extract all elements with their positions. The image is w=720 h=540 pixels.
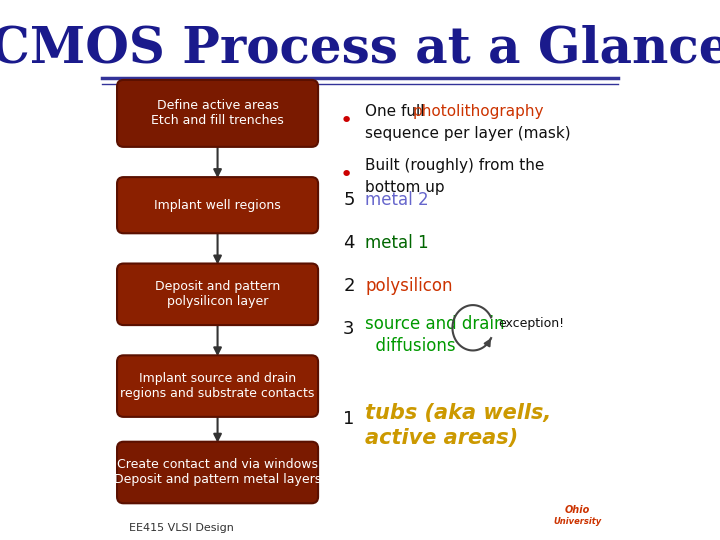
Text: sequence per layer (mask): sequence per layer (mask) [365,126,571,141]
Text: Implant source and drain
regions and substrate contacts: Implant source and drain regions and sub… [120,372,315,400]
FancyBboxPatch shape [117,355,318,417]
Text: metal 1: metal 1 [365,234,429,252]
Text: diffusions: diffusions [365,336,456,355]
Text: EE415 VLSI Design: EE415 VLSI Design [129,523,234,533]
Text: source and drain: source and drain [365,315,505,333]
Text: metal 2: metal 2 [365,191,429,209]
Text: Define active areas
Etch and fill trenches: Define active areas Etch and fill trench… [151,99,284,127]
FancyBboxPatch shape [117,177,318,233]
Text: One full: One full [365,104,430,119]
FancyBboxPatch shape [117,80,318,147]
Text: Ohio: Ohio [565,505,590,515]
Text: Deposit and pattern
polysilicon layer: Deposit and pattern polysilicon layer [155,280,280,308]
Text: 2: 2 [343,277,355,295]
Text: 3: 3 [343,320,355,339]
Text: photolithography: photolithography [413,104,544,119]
Text: 5: 5 [343,191,355,209]
Text: polysilicon: polysilicon [365,277,453,295]
Text: 1: 1 [343,409,355,428]
Text: CMOS Process at a Glance: CMOS Process at a Glance [0,24,720,73]
Text: exception!: exception! [499,318,564,330]
Text: •: • [340,111,354,132]
Text: tubs (aka wells,: tubs (aka wells, [365,403,552,423]
FancyBboxPatch shape [117,442,318,503]
Text: Built (roughly) from the: Built (roughly) from the [365,158,545,173]
Text: University: University [554,517,602,525]
FancyBboxPatch shape [117,264,318,325]
Text: •: • [340,165,354,186]
Text: Create contact and via windows
Deposit and pattern metal layers: Create contact and via windows Deposit a… [114,458,321,487]
Text: active areas): active areas) [365,428,518,449]
Text: Implant well regions: Implant well regions [154,199,281,212]
Text: 4: 4 [343,234,355,252]
Text: bottom up: bottom up [365,180,445,195]
